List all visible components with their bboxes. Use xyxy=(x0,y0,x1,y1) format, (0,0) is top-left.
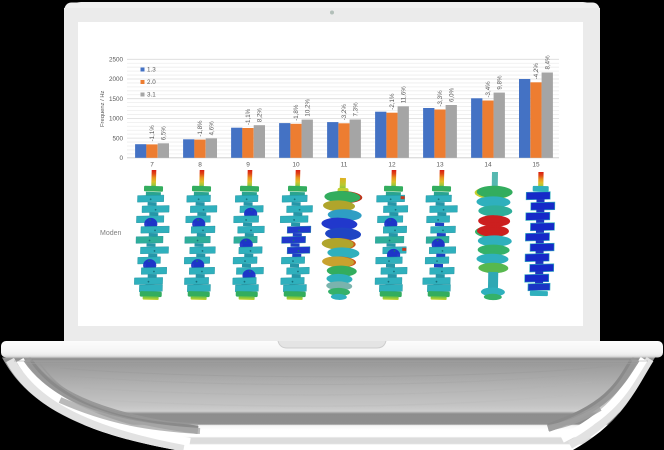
svg-text:15: 15 xyxy=(532,162,540,169)
svg-text:-1,1%: -1,1% xyxy=(245,108,252,125)
svg-text:500: 500 xyxy=(112,135,123,142)
svg-text:-3,4%: -3,4% xyxy=(485,81,492,98)
svg-text:6,0%: 6,0% xyxy=(449,87,456,102)
svg-text:3.1: 3.1 xyxy=(147,92,156,99)
svg-text:-4,2%: -4,2% xyxy=(533,63,540,80)
svg-text:2500: 2500 xyxy=(109,57,124,64)
svg-text:4,6%: 4,6% xyxy=(209,121,216,136)
svg-text:7,3%: 7,3% xyxy=(353,102,360,117)
svg-text:10,2%: 10,2% xyxy=(305,99,312,117)
svg-text:11: 11 xyxy=(341,162,348,169)
svg-text:2.0: 2.0 xyxy=(147,79,156,86)
svg-text:-1,1%: -1,1% xyxy=(149,125,156,142)
svg-text:8,4%: 8,4% xyxy=(545,55,552,70)
svg-text:-1,8%: -1,8% xyxy=(293,104,300,121)
svg-text:13: 13 xyxy=(436,162,444,169)
svg-text:14: 14 xyxy=(484,162,492,169)
svg-text:0: 0 xyxy=(119,155,123,162)
svg-text:8: 8 xyxy=(198,162,202,169)
svg-text:11,6%: 11,6% xyxy=(401,86,408,104)
svg-text:1000: 1000 xyxy=(109,116,124,123)
svg-text:-1,8%: -1,8% xyxy=(197,120,204,137)
svg-text:1.3: 1.3 xyxy=(147,67,156,74)
svg-text:9,8%: 9,8% xyxy=(497,75,504,90)
svg-text:-2,1%: -2,1% xyxy=(389,93,396,110)
svg-text:6,5%: 6,5% xyxy=(161,126,168,141)
svg-text:Frequenz / Hz: Frequenz / Hz xyxy=(100,90,106,127)
svg-text:-3,3%: -3,3% xyxy=(437,90,444,107)
svg-text:Moden: Moden xyxy=(100,230,122,237)
svg-text:9: 9 xyxy=(246,162,250,169)
svg-text:-3,2%: -3,2% xyxy=(341,104,348,121)
svg-text:10: 10 xyxy=(292,162,300,169)
svg-text:2000: 2000 xyxy=(109,76,124,83)
svg-text:8,2%: 8,2% xyxy=(257,108,264,123)
svg-text:12: 12 xyxy=(388,162,396,169)
svg-text:7: 7 xyxy=(150,162,154,169)
svg-text:1500: 1500 xyxy=(109,96,124,103)
